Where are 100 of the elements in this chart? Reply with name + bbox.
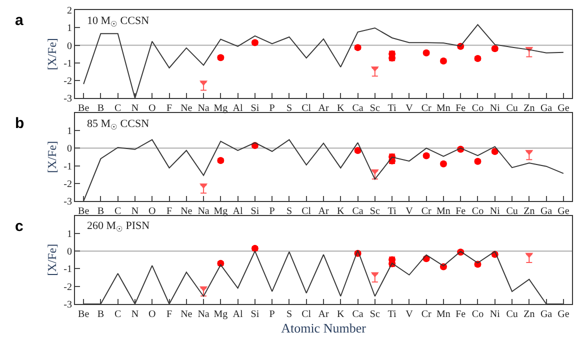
y-tick-label: -1 <box>64 264 72 276</box>
x-tick-label: Cl <box>302 206 312 218</box>
x-tick-label: Cr <box>421 206 432 218</box>
x-tick-label: B <box>97 309 104 320</box>
annotation: 85 M$_{☉}$ CCSN <box>87 118 150 132</box>
y-tick-label: 1 <box>67 228 72 240</box>
x-tick-label: Cu <box>506 206 518 218</box>
x-tick-label: Zn <box>524 309 535 320</box>
y-tick-label: -1 <box>64 58 72 70</box>
x-tick-label: Ge <box>558 309 570 320</box>
y-tick-label: -3 <box>64 300 72 310</box>
y-tick-label: -3 <box>64 196 72 208</box>
x-tick-label: K <box>337 103 346 114</box>
x-tick-label: Co <box>472 206 484 218</box>
y-tick-label: -3 <box>64 94 72 105</box>
x-tick-label: Ne <box>180 103 193 114</box>
x-tick-label: O <box>148 206 156 218</box>
x-tick-label: Ga <box>540 309 553 320</box>
x-tick-label: P <box>269 103 276 114</box>
x-tick-label: Mg <box>214 309 228 320</box>
x-tick-label: Ar <box>318 103 330 114</box>
x-tick-label: Cu <box>506 309 518 320</box>
x-axis-title: Atomic Number <box>281 320 367 336</box>
x-tick-label: Cu <box>506 103 518 114</box>
y-tick-label: 0 <box>67 40 72 52</box>
x-tick-label: Cr <box>421 309 432 320</box>
x-tick-label: P <box>269 206 276 218</box>
x-tick-label: Si <box>250 103 260 114</box>
chart-title: c <box>15 218 24 235</box>
x-tick-label: V <box>406 206 414 218</box>
x-tick-label: C <box>114 206 122 218</box>
y-axis-title: [X/Fe] <box>44 141 59 173</box>
x-tick-label: S <box>286 103 292 114</box>
x-tick-label: Sc <box>370 206 380 218</box>
x-tick-label: Si <box>250 309 260 320</box>
y-tick-label: -2 <box>64 178 72 190</box>
x-tick-label: Cl <box>302 309 312 320</box>
annotation: 260 M$_{☉}$ PISN <box>87 220 150 234</box>
x-tick-label: Be <box>78 309 90 320</box>
x-tick-label: Ca <box>352 206 364 218</box>
y-axis-title: [X/Fe] <box>44 38 59 70</box>
x-tick-label: Fe <box>456 206 466 218</box>
x-tick-label: S <box>286 309 292 320</box>
x-tick-label: Cr <box>421 103 432 114</box>
x-tick-label: Ni <box>490 103 500 114</box>
x-tick-label: B <box>97 103 104 114</box>
x-tick-label: N <box>131 206 139 218</box>
x-tick-label: Sc <box>370 103 380 114</box>
x-tick-label: F <box>166 103 172 114</box>
x-tick-label: V <box>406 309 414 320</box>
x-tick-label: Al <box>232 309 244 320</box>
x-tick-label: Fe <box>456 103 466 114</box>
x-tick-label: Ca <box>352 103 364 114</box>
x-tick-label: Zn <box>524 103 535 114</box>
x-tick-label: V <box>406 103 414 114</box>
x-tick-label: Ni <box>490 206 500 218</box>
x-tick-label: Ar <box>318 309 330 320</box>
x-tick-label: Ti <box>388 103 397 114</box>
y-tick-label: 0 <box>67 144 72 155</box>
x-tick-label: Na <box>198 206 210 218</box>
x-tick-label: K <box>337 309 346 320</box>
y-tick-label: -2 <box>64 282 72 293</box>
x-tick-label: Ge <box>558 103 570 114</box>
x-tick-label: Be <box>78 103 90 114</box>
x-tick-label: Ge <box>558 206 570 218</box>
x-tick-label: Fe <box>456 309 466 320</box>
x-tick-label: Ga <box>540 206 553 218</box>
x-tick-label: Ca <box>352 309 364 320</box>
x-tick-label: F <box>166 309 172 320</box>
x-tick-label: B <box>97 206 104 218</box>
x-tick-label: Ar <box>318 206 330 218</box>
x-tick-label: Ti <box>388 206 397 218</box>
x-tick-label: Zn <box>524 206 535 218</box>
x-tick-label: N <box>131 103 139 114</box>
y-tick-label: 1 <box>67 23 72 34</box>
y-axis-title: [X/Fe] <box>44 244 59 276</box>
x-tick-label: Mn <box>436 309 450 320</box>
x-tick-label: Na <box>198 309 210 320</box>
chart-title: a <box>15 12 24 29</box>
x-tick-label: P <box>269 309 276 320</box>
chart-title: b <box>15 115 24 132</box>
x-tick-label: C <box>114 309 122 320</box>
x-tick-label: C <box>114 103 122 114</box>
x-tick-label: Si <box>250 206 260 218</box>
y-tick-label: 2 <box>67 6 72 16</box>
x-tick-label: Be <box>78 206 90 218</box>
x-tick-label: F <box>166 206 172 218</box>
x-tick-label: Mn <box>436 206 450 218</box>
y-tick-label: 0 <box>67 246 72 258</box>
x-tick-label: Ne <box>180 206 193 218</box>
x-tick-label: S <box>286 206 292 218</box>
x-tick-label: Co <box>472 309 484 320</box>
x-tick-label: Ti <box>388 309 397 320</box>
x-tick-label: Sc <box>370 309 380 320</box>
x-tick-label: Co <box>472 103 484 114</box>
x-tick-label: Mn <box>436 103 450 114</box>
x-tick-label: Na <box>198 103 210 114</box>
x-tick-label: N <box>131 309 139 320</box>
x-tick-label: O <box>148 103 156 114</box>
annotation: 10 M$_{☉}$ CCSN <box>87 15 150 28</box>
